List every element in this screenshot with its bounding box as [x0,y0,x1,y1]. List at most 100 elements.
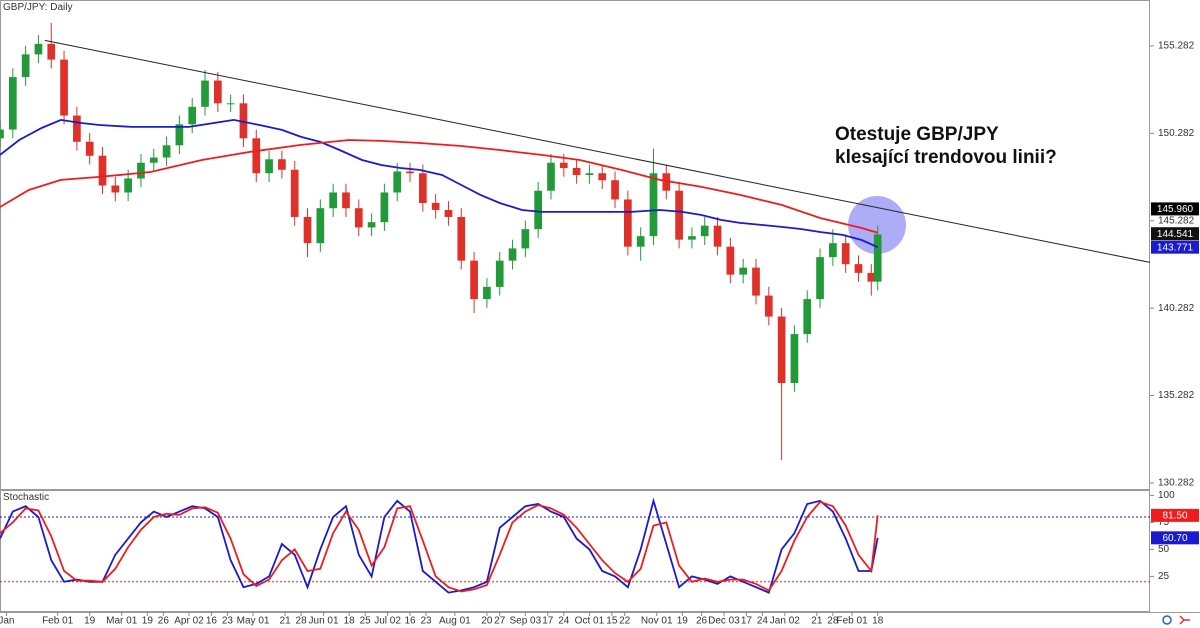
candle-body [764,295,773,317]
x-tick-label: Feb 01 [837,616,869,627]
x-tick-label: 22 [619,616,631,627]
price-badge-label: 144.541 [1157,229,1194,240]
main-panel-frame [0,0,1150,490]
candle-body [624,199,632,247]
x-tick-label: Mar 01 [106,616,138,627]
x-tick-label: 26 [696,616,708,627]
x-tick-label: 19 [84,616,96,627]
price-badge [1151,240,1199,254]
x-tick-label: 23 [222,616,234,627]
x-tick-label: 24 [757,616,769,627]
x-tick-label: 18 [344,616,356,627]
panel-title: Stochastic [3,492,49,503]
candle-body [354,208,363,228]
price-badge-label: 143.771 [1157,242,1194,253]
candle-body [534,190,543,230]
y-tick-label: 25 [1158,571,1170,582]
candle-body [470,260,478,300]
candle-body [175,124,184,146]
x-tick-label: 16 [206,616,218,627]
y-tick-label: 150.282 [1158,128,1195,139]
candle-body [572,167,581,175]
panel: 155.282 150.282 145.282 140.282 135.282 130.2… [0,1,1199,489]
title-box [1,1,57,13]
x-tick-label: 28 [827,616,839,627]
candle-body [0,129,4,139]
candle-body [329,192,337,209]
icon[interactable] [1179,615,1190,625]
candle-body [278,159,286,170]
panel-title: GBP/JPY: Daily [3,2,72,13]
x-tick-label: 18 [872,616,884,627]
candle-body [559,162,568,168]
candle-body [380,192,389,223]
candle-body [431,202,440,210]
candle-body [752,267,760,296]
candle-body [239,103,248,139]
candle-body [457,216,466,261]
trendline [44,39,1151,263]
price-badge [1151,202,1199,216]
x-tick-label: Jul 02 [374,616,401,627]
candle-body [111,185,120,193]
candle-body [662,173,671,191]
x-tick-label: 25 [360,616,372,627]
x-tick-label: Oct 01 [575,616,605,627]
icon[interactable] [1162,615,1172,625]
x-tick-label: 27 [494,616,506,627]
x-tick-label: 19 [142,616,154,627]
candle-body [85,141,94,156]
y-tick-label: 130.282 [1158,478,1195,489]
price-badge-label: 81.50 [1162,511,1187,522]
candle-body [47,43,56,60]
candle-body [406,171,414,174]
annotation: Otestuje GBP/JPY [835,124,999,145]
x-tick-label: Feb 01 [42,616,74,627]
title-box [1,491,41,503]
candle-body [585,173,594,175]
x-tick-label: 20 [481,616,493,627]
candle-body [201,80,209,107]
candle-body [829,243,837,258]
candle-body [700,225,709,237]
candle-body [60,59,68,116]
candle-body [226,103,235,105]
candle-body [521,229,530,249]
x-tick-label: 19 [677,616,689,627]
x-tick-label: 26 [158,616,170,627]
price-badge [1151,508,1199,522]
candle-body [188,106,197,125]
candle-body [854,264,863,273]
series-line [0,139,878,234]
x-tick-label: 15 [606,616,618,627]
candle-body [816,257,824,300]
y-tick-label: 155.282 [1158,41,1195,52]
y-tick-label: 75 [1158,517,1170,528]
candle-body [98,155,107,186]
x-tick-label: 21 [280,616,292,627]
candle-body [867,272,876,282]
x-tick-label: 16 [404,616,416,627]
price-badge-label: 145.960 [1157,204,1194,215]
candle-body [342,192,350,209]
candle-body [841,243,850,265]
candle-body [649,173,658,237]
candle-body [547,162,555,191]
price-badge [1151,227,1199,241]
candle-body [611,180,619,200]
candle-body [688,236,696,240]
candle-body [873,234,882,282]
price-badge-label: 60.70 [1162,533,1187,544]
x-tick-label: 23 [420,616,432,627]
x-tick-label: Aug 01 [439,616,471,627]
x-tick-label: May 01 [237,616,270,627]
x-tick-label: 17 [741,616,753,627]
candle-body [265,159,273,174]
x-tick-label: 24 [558,616,570,627]
candle-body [636,236,645,247]
candle-body [252,138,261,174]
candle-body [598,173,607,181]
